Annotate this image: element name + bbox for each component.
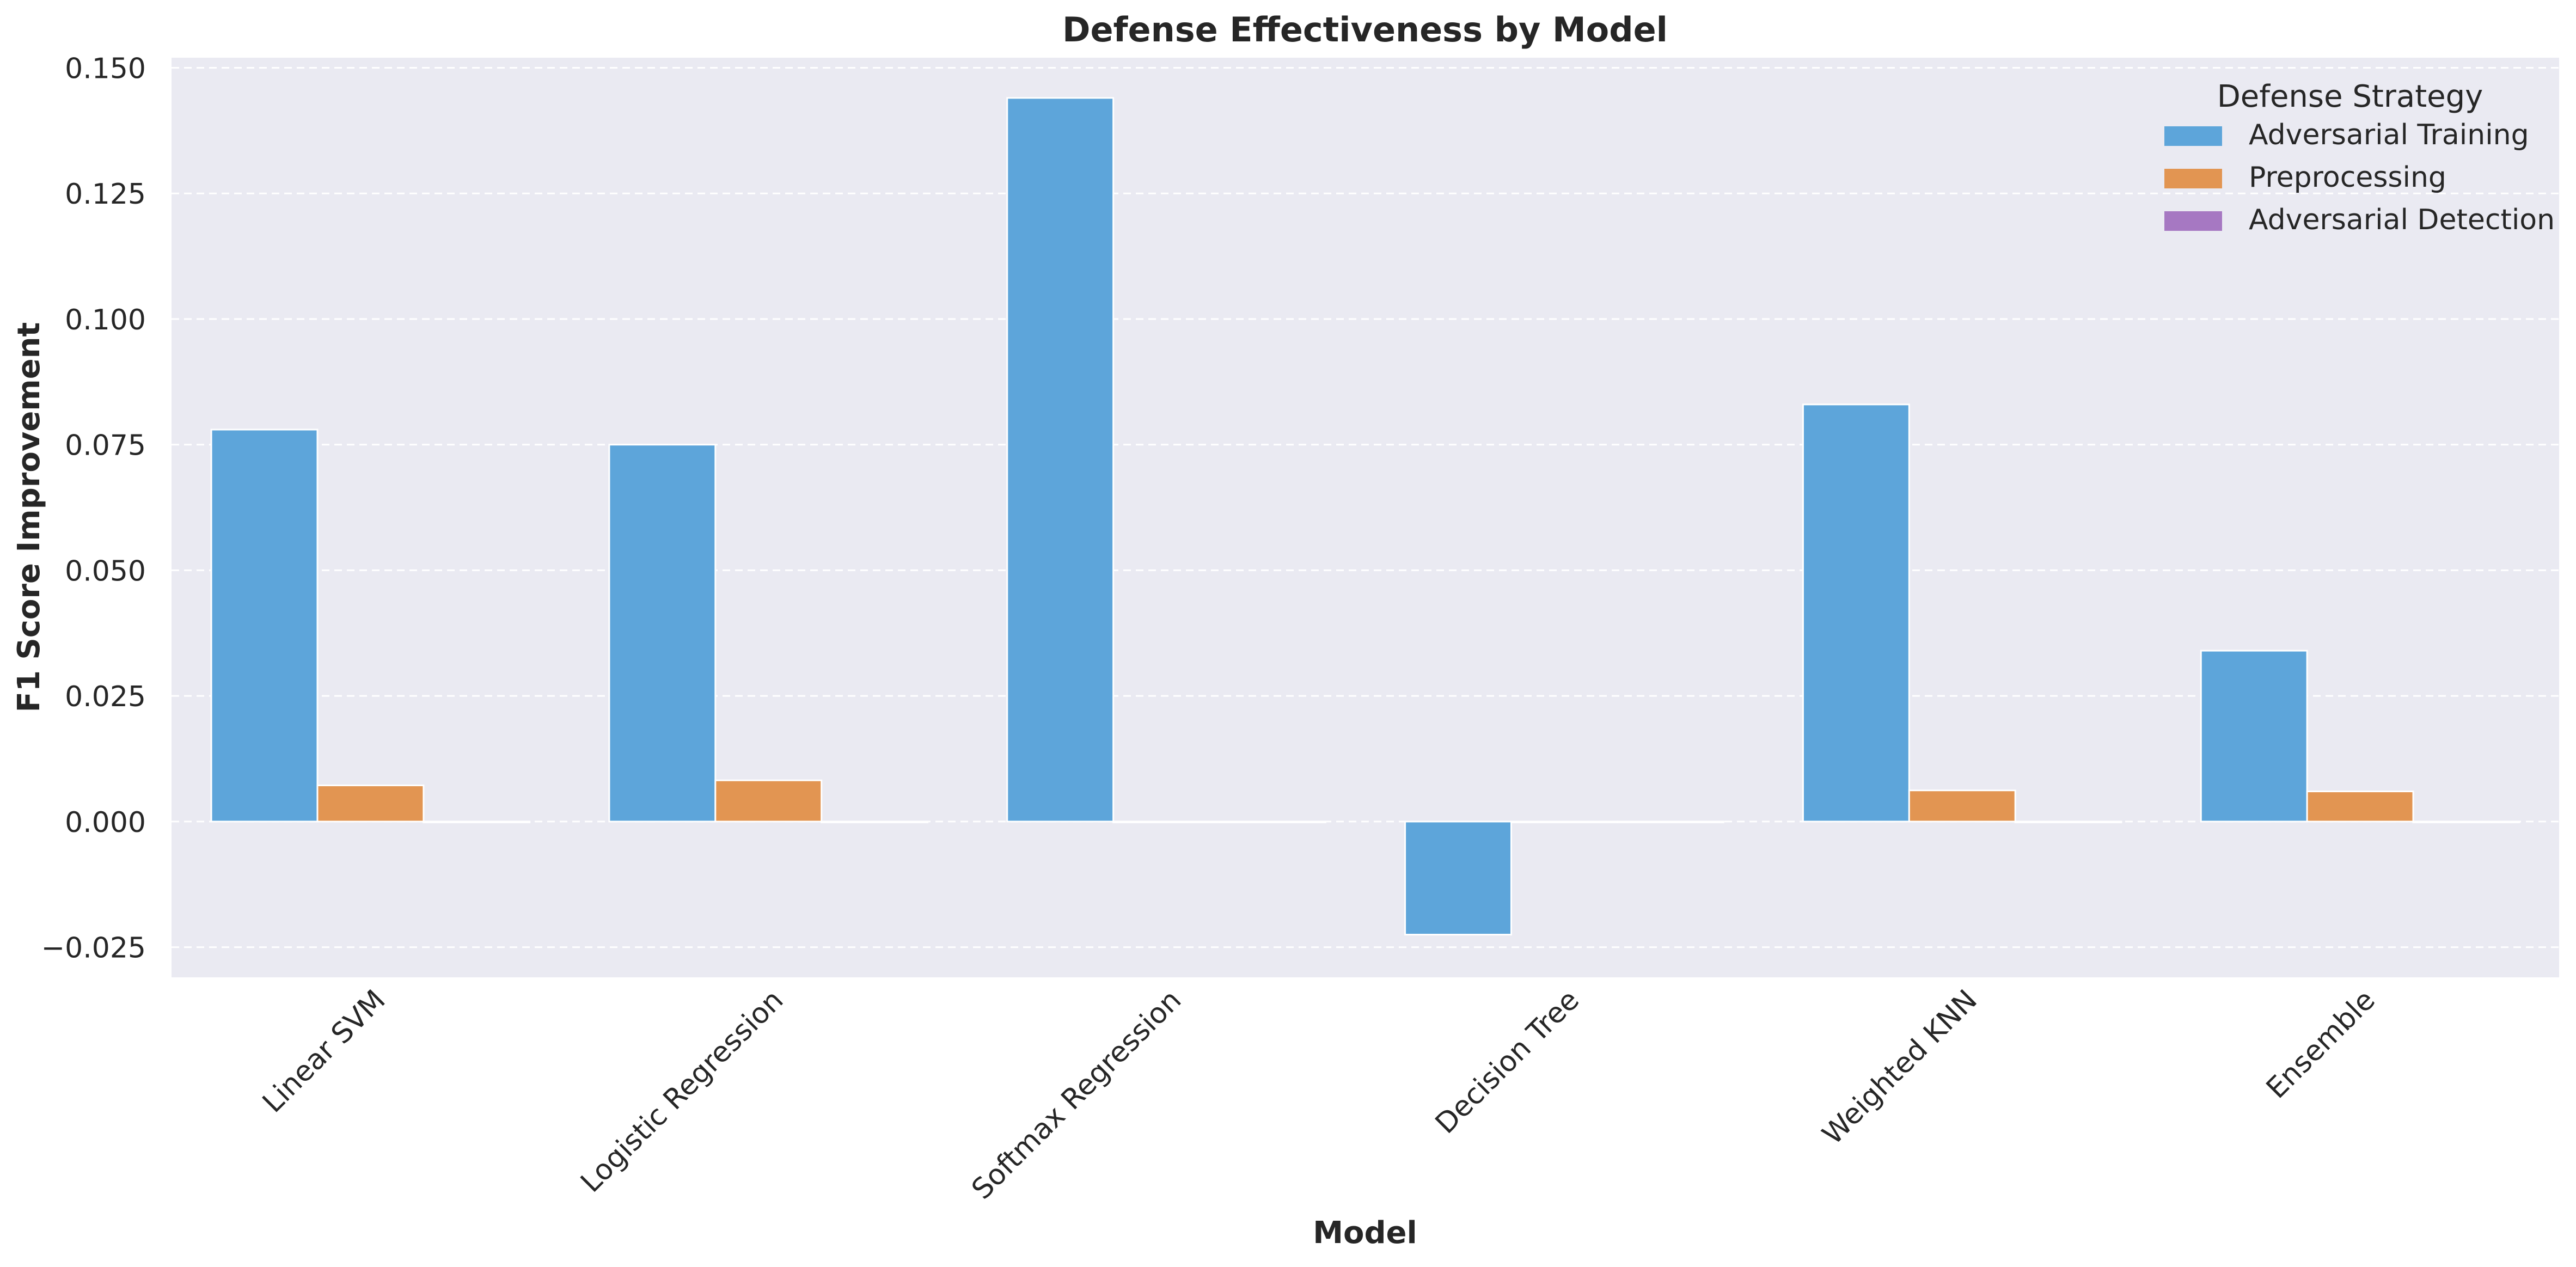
- y-axis-label: F1 Score Improvement: [11, 322, 47, 713]
- legend-swatch: [2164, 126, 2222, 146]
- y-tick-label: 0.125: [65, 178, 146, 211]
- bar: [1219, 821, 1326, 823]
- bars: [210, 97, 2520, 936]
- legend-entry-label: Adversarial Training: [2249, 119, 2529, 151]
- y-tick-label: 0.100: [65, 304, 146, 336]
- bar: [1908, 789, 2016, 823]
- y-tick-label: 0.050: [65, 555, 146, 587]
- bar: [1404, 821, 1512, 936]
- y-tick-label: 0.000: [65, 806, 146, 839]
- plot-area: [172, 58, 2559, 977]
- y-tick-label: −0.025: [41, 932, 146, 965]
- legend-entry-label: Preprocessing: [2249, 161, 2446, 194]
- bar: [210, 429, 319, 823]
- legend-entry-label: Adversarial Detection: [2249, 204, 2555, 236]
- y-axis-ticks: −0.025 0.000 0.025 0.050 0.075 0.100 0.125 0.15…: [41, 52, 146, 964]
- legend-swatch: [2164, 211, 2222, 231]
- legend-title: Defense Strategy: [2217, 79, 2483, 114]
- bar: [1006, 97, 1115, 823]
- bar: [2200, 650, 2308, 823]
- bar: [2014, 821, 2122, 823]
- bar: [1510, 821, 1618, 823]
- bar: [316, 784, 425, 823]
- legend: Defense Strategy Adversarial Training Pre…: [2164, 79, 2555, 236]
- y-tick-label: 0.150: [65, 52, 146, 85]
- y-tick-label: 0.075: [65, 430, 146, 462]
- bar: [821, 821, 929, 823]
- bar: [1112, 821, 1221, 823]
- bar: [2412, 821, 2520, 823]
- legend-swatch: [2164, 169, 2222, 188]
- y-tick-label: 0.025: [65, 681, 146, 713]
- gridlines: [172, 66, 2559, 948]
- bar: [714, 779, 823, 823]
- bar: [2306, 791, 2414, 823]
- bar: [423, 821, 531, 823]
- x-axis-label: Model: [1313, 1215, 1417, 1251]
- bar: [1802, 403, 1910, 823]
- bar: [608, 444, 717, 823]
- bar: [1616, 821, 1724, 823]
- chart-title: Defense Effectiveness by Model: [1062, 10, 1668, 50]
